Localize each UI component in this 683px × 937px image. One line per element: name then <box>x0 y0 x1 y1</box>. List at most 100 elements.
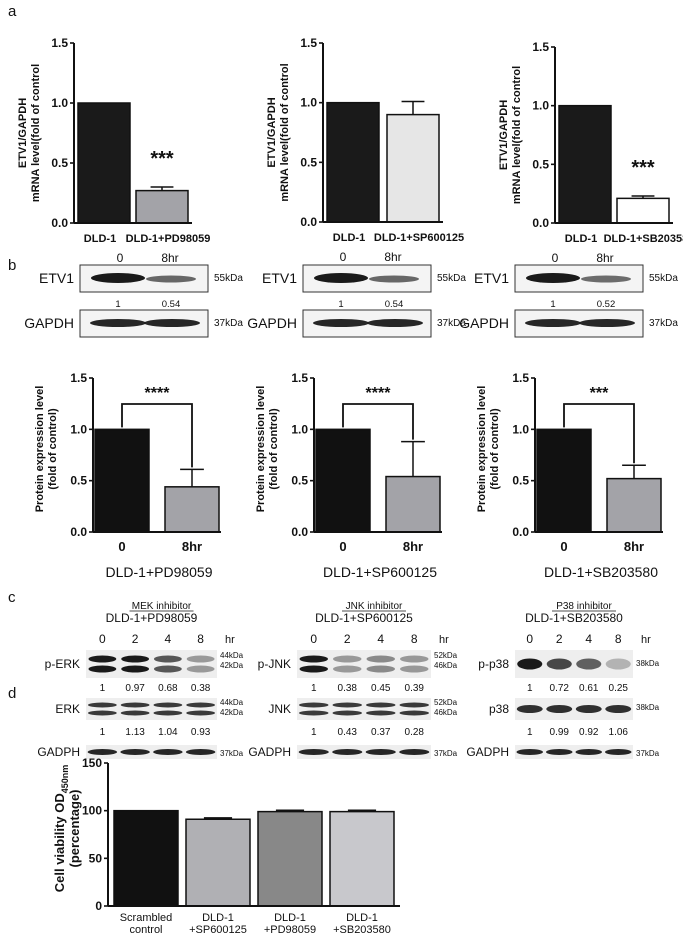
x-label: 8hr <box>624 539 644 554</box>
kda-label: 44kDa <box>220 698 244 707</box>
y-tick-label: 0.0 <box>51 216 68 230</box>
y-axis-label: Protein expression level <box>476 386 488 513</box>
y-tick-label: 0.5 <box>70 474 87 488</box>
band-total-lower <box>299 710 329 716</box>
time-label: 0 <box>99 632 106 646</box>
ratio-label: 0.54 <box>162 299 181 310</box>
kda-label: 46kDa <box>434 661 458 670</box>
chart-caption: DLD-1+PD98059 <box>105 564 212 580</box>
band-total <box>575 705 602 713</box>
ratio-label: 1.06 <box>609 727 629 738</box>
bar-1 <box>386 113 440 223</box>
band-total <box>516 705 543 713</box>
x-label: DLD-1+SB203580 <box>604 233 683 245</box>
band-loading-0 <box>313 319 369 327</box>
band-total-upper <box>153 702 183 708</box>
treatment-label: DLD-1+PD98059 <box>106 611 198 625</box>
bar-1 <box>164 486 220 533</box>
mrna-chart-2: 0.0 0.5 1.0 1.5 DLD-1 DLD-1+SP600125 ETV1/GAPD… <box>266 36 464 244</box>
y-axis-label: mRNA level(fold of control <box>30 64 42 202</box>
band-total-upper <box>120 702 150 708</box>
bar-1 <box>606 477 662 533</box>
kda-label: 37kDa <box>214 318 243 329</box>
band-total-lower <box>120 710 150 716</box>
mrna-chart-1: 0.0 0.5 1.0 1.5 DLD-1 DLD-1+PD98059 *** ETV1/GA… <box>17 36 210 245</box>
band-target-8hr <box>581 275 631 283</box>
ratio-label: 0.99 <box>550 727 570 738</box>
band-target-0 <box>526 273 580 283</box>
x-label: DLD-1+PD98059 <box>126 233 211 245</box>
ratio-label: 1.13 <box>125 727 145 738</box>
band-phospho <box>546 658 572 670</box>
band-loading <box>575 749 603 755</box>
band-total-lower <box>153 710 183 716</box>
band-total-upper <box>186 702 216 708</box>
y-tick-label: 150 <box>82 756 102 770</box>
band-total <box>546 705 573 713</box>
panel-letters: a b c d <box>8 3 17 702</box>
band-loading <box>545 749 573 755</box>
panel-b-charts: 0.0 0.5 1.0 1.5 0 8hr **** DLD-1+PD98059 Protein… <box>34 371 663 580</box>
time-unit: hr <box>225 634 235 646</box>
ratio-label: 1 <box>527 683 533 694</box>
kda-label: 55kDa <box>437 273 466 284</box>
y-tick-label: 100 <box>82 804 102 818</box>
band-loading <box>87 749 118 755</box>
significance-bracket <box>121 403 193 468</box>
y-tick-label: 1.0 <box>512 422 529 436</box>
y-tick-label: 50 <box>89 851 103 865</box>
band-phospho-lower <box>153 665 182 673</box>
bar-1 <box>385 475 441 533</box>
bar-0 <box>77 102 131 224</box>
x-label: DLD-1 <box>84 233 116 245</box>
kda-label: 38kDa <box>636 659 660 668</box>
x-label: +PD98059 <box>264 924 316 936</box>
kda-label: 37kDa <box>649 318 678 329</box>
ratio-label: 0.68 <box>158 683 178 694</box>
y-axis-label: (fold of control) <box>268 408 280 490</box>
band-phospho-lower <box>186 665 215 673</box>
time-unit: hr <box>641 634 651 646</box>
etv1-blot-3: 0 8hr ETV1 55kDa 1 0.52 GAPDH 37kDa <box>459 251 678 338</box>
ratio-label: 0.52 <box>597 299 616 310</box>
ratio-label: 1 <box>311 727 317 738</box>
time-label: 8 <box>615 632 622 646</box>
ratio-label: 0.93 <box>191 727 211 738</box>
band-loading-8hr <box>579 319 635 327</box>
band-total-lower <box>332 710 362 716</box>
ratio-label: 0.38 <box>338 683 358 694</box>
blot-strip-loading <box>297 745 431 759</box>
x-label: DLD-1 <box>565 233 597 245</box>
kda-label: 42kDa <box>220 661 244 670</box>
y-tick-label: 0.0 <box>291 525 308 539</box>
kda-label: 55kDa <box>214 273 243 284</box>
etv1-blot-1: 0 8hr ETV1 55kDa 1 0.54 GAPDH 37kDa <box>24 251 243 338</box>
time-label: 4 <box>377 632 384 646</box>
band-total-lower <box>399 710 429 716</box>
significance-bracket <box>563 403 635 464</box>
band-phospho <box>517 658 543 670</box>
y-tick-label: 1.5 <box>51 36 68 50</box>
protein-chart-3: 0.0 0.5 1.0 1.5 0 8hr *** DLD-1+SB203580 Protein… <box>476 371 663 580</box>
band-total <box>605 705 632 713</box>
y-tick-label: 0 <box>95 899 102 913</box>
y-axis-label: Protein expression level <box>255 386 267 513</box>
x-label: 0 <box>118 539 125 554</box>
y-tick-label: 1.5 <box>70 371 87 385</box>
y-tick-label: 1.5 <box>512 371 529 385</box>
inhibitor-label: JNK inhibitor <box>346 601 403 612</box>
blot-strip-loading <box>86 745 217 759</box>
band-phospho-lower <box>299 665 328 673</box>
time-label: 2 <box>556 632 563 646</box>
bar-2 <box>257 810 323 907</box>
panel-letter-c: c <box>8 589 16 606</box>
total-label: JNK <box>268 702 291 716</box>
bar-0 <box>326 101 380 223</box>
bar-1 <box>616 197 670 224</box>
band-total-lower <box>186 710 216 716</box>
blot-strip-total <box>86 698 217 720</box>
ratio-label: 1 <box>527 727 533 738</box>
band-phospho <box>576 658 602 670</box>
